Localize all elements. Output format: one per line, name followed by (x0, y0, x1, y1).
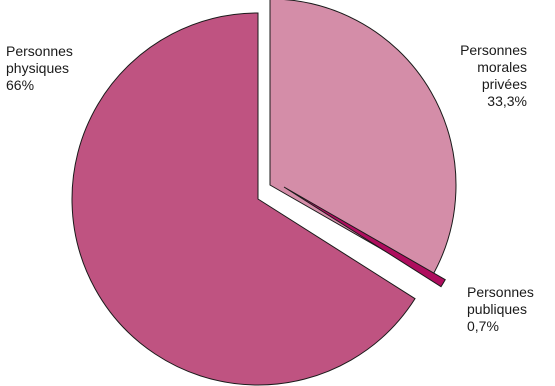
label-line: publiques (467, 301, 527, 317)
label-line: physiques (6, 60, 70, 76)
label-line: morales (477, 59, 527, 75)
label-value: 0,7% (467, 318, 499, 334)
label-line: privées (481, 76, 527, 92)
slice-personnes-physiques (71, 12, 416, 386)
label-personnes-publiques: Personnes publiques 0,7% (467, 284, 534, 335)
label-personnes-morales-privees: Personnes morales privées 33,3% (460, 42, 527, 110)
label-personnes-physiques: Personnes physiques 66% (6, 43, 73, 94)
label-value: 33,3% (487, 93, 527, 109)
slice-personnes-morales-privees (269, 0, 457, 279)
label-line: Personnes (460, 42, 527, 58)
label-line: Personnes (467, 284, 534, 300)
label-line: Personnes (6, 43, 73, 59)
label-value: 66% (6, 77, 35, 93)
slice-personnes-publiques (283, 186, 446, 288)
